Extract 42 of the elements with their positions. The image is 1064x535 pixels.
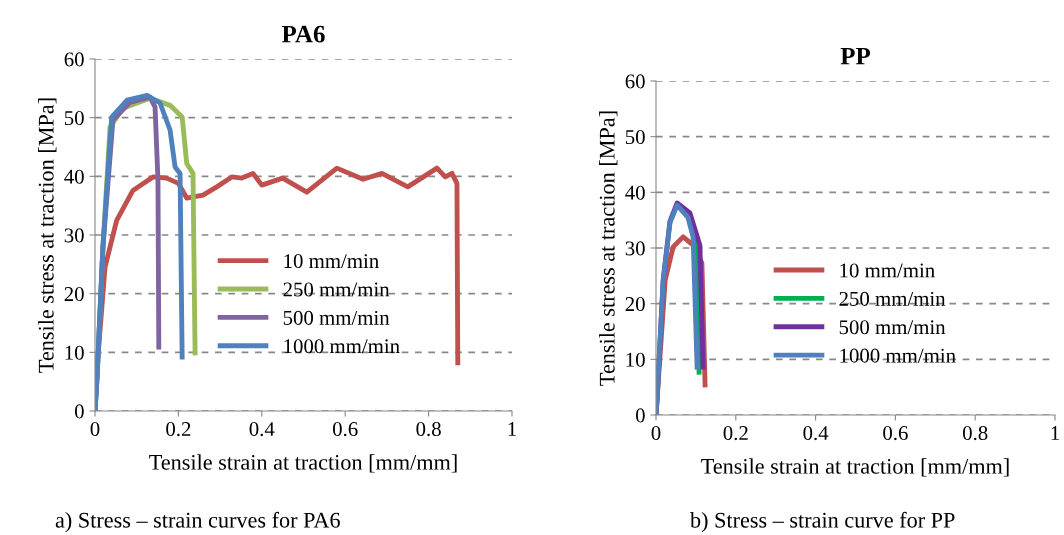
x-tick-label: 0.6: [883, 426, 908, 441]
y-tick-label: 60: [625, 74, 645, 89]
x-axis-title: Tensile strain at traction [mm/mm]: [701, 458, 1009, 477]
y-tick-label: 20: [625, 297, 645, 312]
y-tick-label: 0: [635, 408, 645, 423]
y-tick-label: 10: [65, 345, 84, 360]
legend-label: 1000 mm/min: [840, 348, 956, 363]
x-tick-label: 1: [1051, 426, 1059, 440]
legend-label: 500 mm/min: [839, 320, 946, 335]
x-tick-label: 1: [508, 422, 516, 436]
chart-title: PP: [840, 47, 871, 65]
y-tick-label: 20: [64, 287, 84, 302]
x-tick-label: 0.8: [962, 426, 988, 441]
x-tick-label: 0: [90, 422, 100, 437]
x-tick-label: 0.4: [249, 422, 275, 437]
y-tick-label: 40: [625, 185, 645, 200]
chart-title: PA6: [281, 25, 325, 43]
x-tick-label: 0.6: [332, 422, 358, 437]
text: b) Stress – strain curve for PP: [690, 511, 955, 533]
y-axis-title: Tensile stress at traction [MPa]: [599, 111, 618, 386]
y-tick-label: 0: [74, 404, 84, 419]
legend-label: 500 mm/min: [283, 310, 390, 325]
y-tick-label: 10: [626, 352, 645, 367]
x-axis-title: Tensile strain at traction [mm/mm]: [149, 454, 457, 473]
y-tick-label: 60: [64, 52, 84, 67]
x-tick-label: 0.4: [803, 426, 829, 441]
y-axis-title: Tensile stress at traction [MPa]: [38, 98, 57, 373]
legend-label: 10 mm/min: [840, 263, 935, 278]
text: a) Stress – strain curves for PA6: [55, 511, 340, 533]
x-tick-label: 0.8: [416, 422, 441, 437]
y-tick-label: 30: [64, 228, 84, 243]
x-tick-label: 0: [651, 426, 661, 441]
legend-label: 1000 mm/min: [284, 339, 400, 354]
legend-label: 250 mm/min: [839, 291, 946, 306]
x-tick-label: 0.2: [166, 422, 191, 437]
y-tick-label: 50: [625, 130, 645, 145]
y-tick-label: 50: [64, 111, 84, 126]
legend-label: 10 mm/min: [284, 254, 379, 269]
legend-label: 250 mm/min: [283, 282, 390, 297]
x-tick-label: 0.2: [723, 426, 748, 441]
y-tick-label: 40: [64, 169, 84, 184]
y-tick-label: 30: [625, 241, 645, 256]
